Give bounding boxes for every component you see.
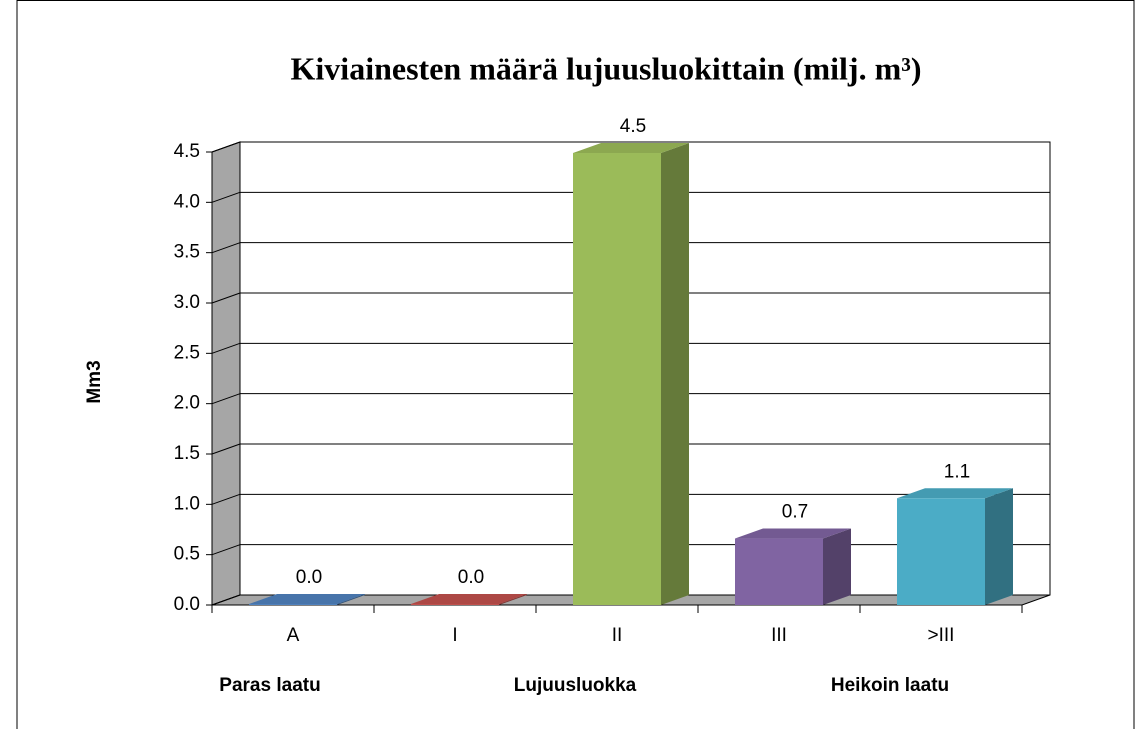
- grid-line: [211, 191, 241, 203]
- y-axis-label: Mm3: [84, 360, 105, 403]
- bar-top: [411, 593, 527, 604]
- y-tick-label: 3.5: [174, 242, 200, 263]
- y-tick-label: 3.0: [174, 292, 200, 313]
- y-tick-label: 4.5: [174, 141, 200, 162]
- bar-side: [337, 593, 365, 605]
- grid-line: [211, 242, 241, 254]
- annotation: Paras laatu: [219, 675, 320, 696]
- grid-line: [211, 594, 241, 606]
- bar: [735, 538, 823, 605]
- y-tick-label: 1.0: [174, 493, 200, 514]
- grid-line: [211, 493, 241, 505]
- bar-side: [823, 528, 851, 605]
- grid-line: [211, 443, 241, 455]
- bar-side: [499, 593, 527, 605]
- grid-line: [211, 393, 241, 405]
- y-tick-label: 1.5: [174, 443, 200, 464]
- bar-top: [249, 593, 365, 604]
- grid-line: [211, 141, 241, 153]
- bar-top: [897, 488, 1013, 499]
- x-tick-label: >III: [928, 625, 955, 646]
- grid-line: [211, 544, 241, 556]
- annotation: Heikoin laatu: [831, 675, 949, 696]
- data-label: 0.0: [296, 567, 322, 588]
- y-tick-label: 4.0: [174, 191, 200, 212]
- bar: [411, 603, 499, 605]
- grid-line: [211, 342, 241, 354]
- grid-line: [211, 292, 241, 304]
- y-tick-label: 0.5: [174, 544, 200, 565]
- side-wall: [211, 141, 241, 606]
- bar: [249, 603, 337, 605]
- annotation: Lujuusluokka: [514, 675, 637, 696]
- bar-side: [661, 143, 689, 606]
- bar: [897, 498, 985, 605]
- bar: [573, 153, 661, 606]
- y-tick-label: 2.0: [174, 393, 200, 414]
- bar-side: [985, 488, 1013, 605]
- x-tick-label: II: [612, 625, 623, 646]
- data-label: 1.1: [944, 461, 970, 482]
- x-tick-label: III: [771, 625, 787, 646]
- bar-top: [735, 528, 851, 539]
- x-tick-label: A: [287, 625, 300, 646]
- y-tick-label: 0.0: [174, 594, 200, 615]
- chart-title: Kiviainesten määrä lujuusluokittain (mil…: [291, 50, 922, 86]
- data-label: 0.0: [458, 567, 484, 588]
- x-tick-label: I: [452, 625, 457, 646]
- data-label: 0.7: [782, 502, 808, 523]
- data-label: 4.5: [620, 116, 646, 137]
- y-tick-label: 2.5: [174, 342, 200, 363]
- bar-top: [573, 143, 689, 154]
